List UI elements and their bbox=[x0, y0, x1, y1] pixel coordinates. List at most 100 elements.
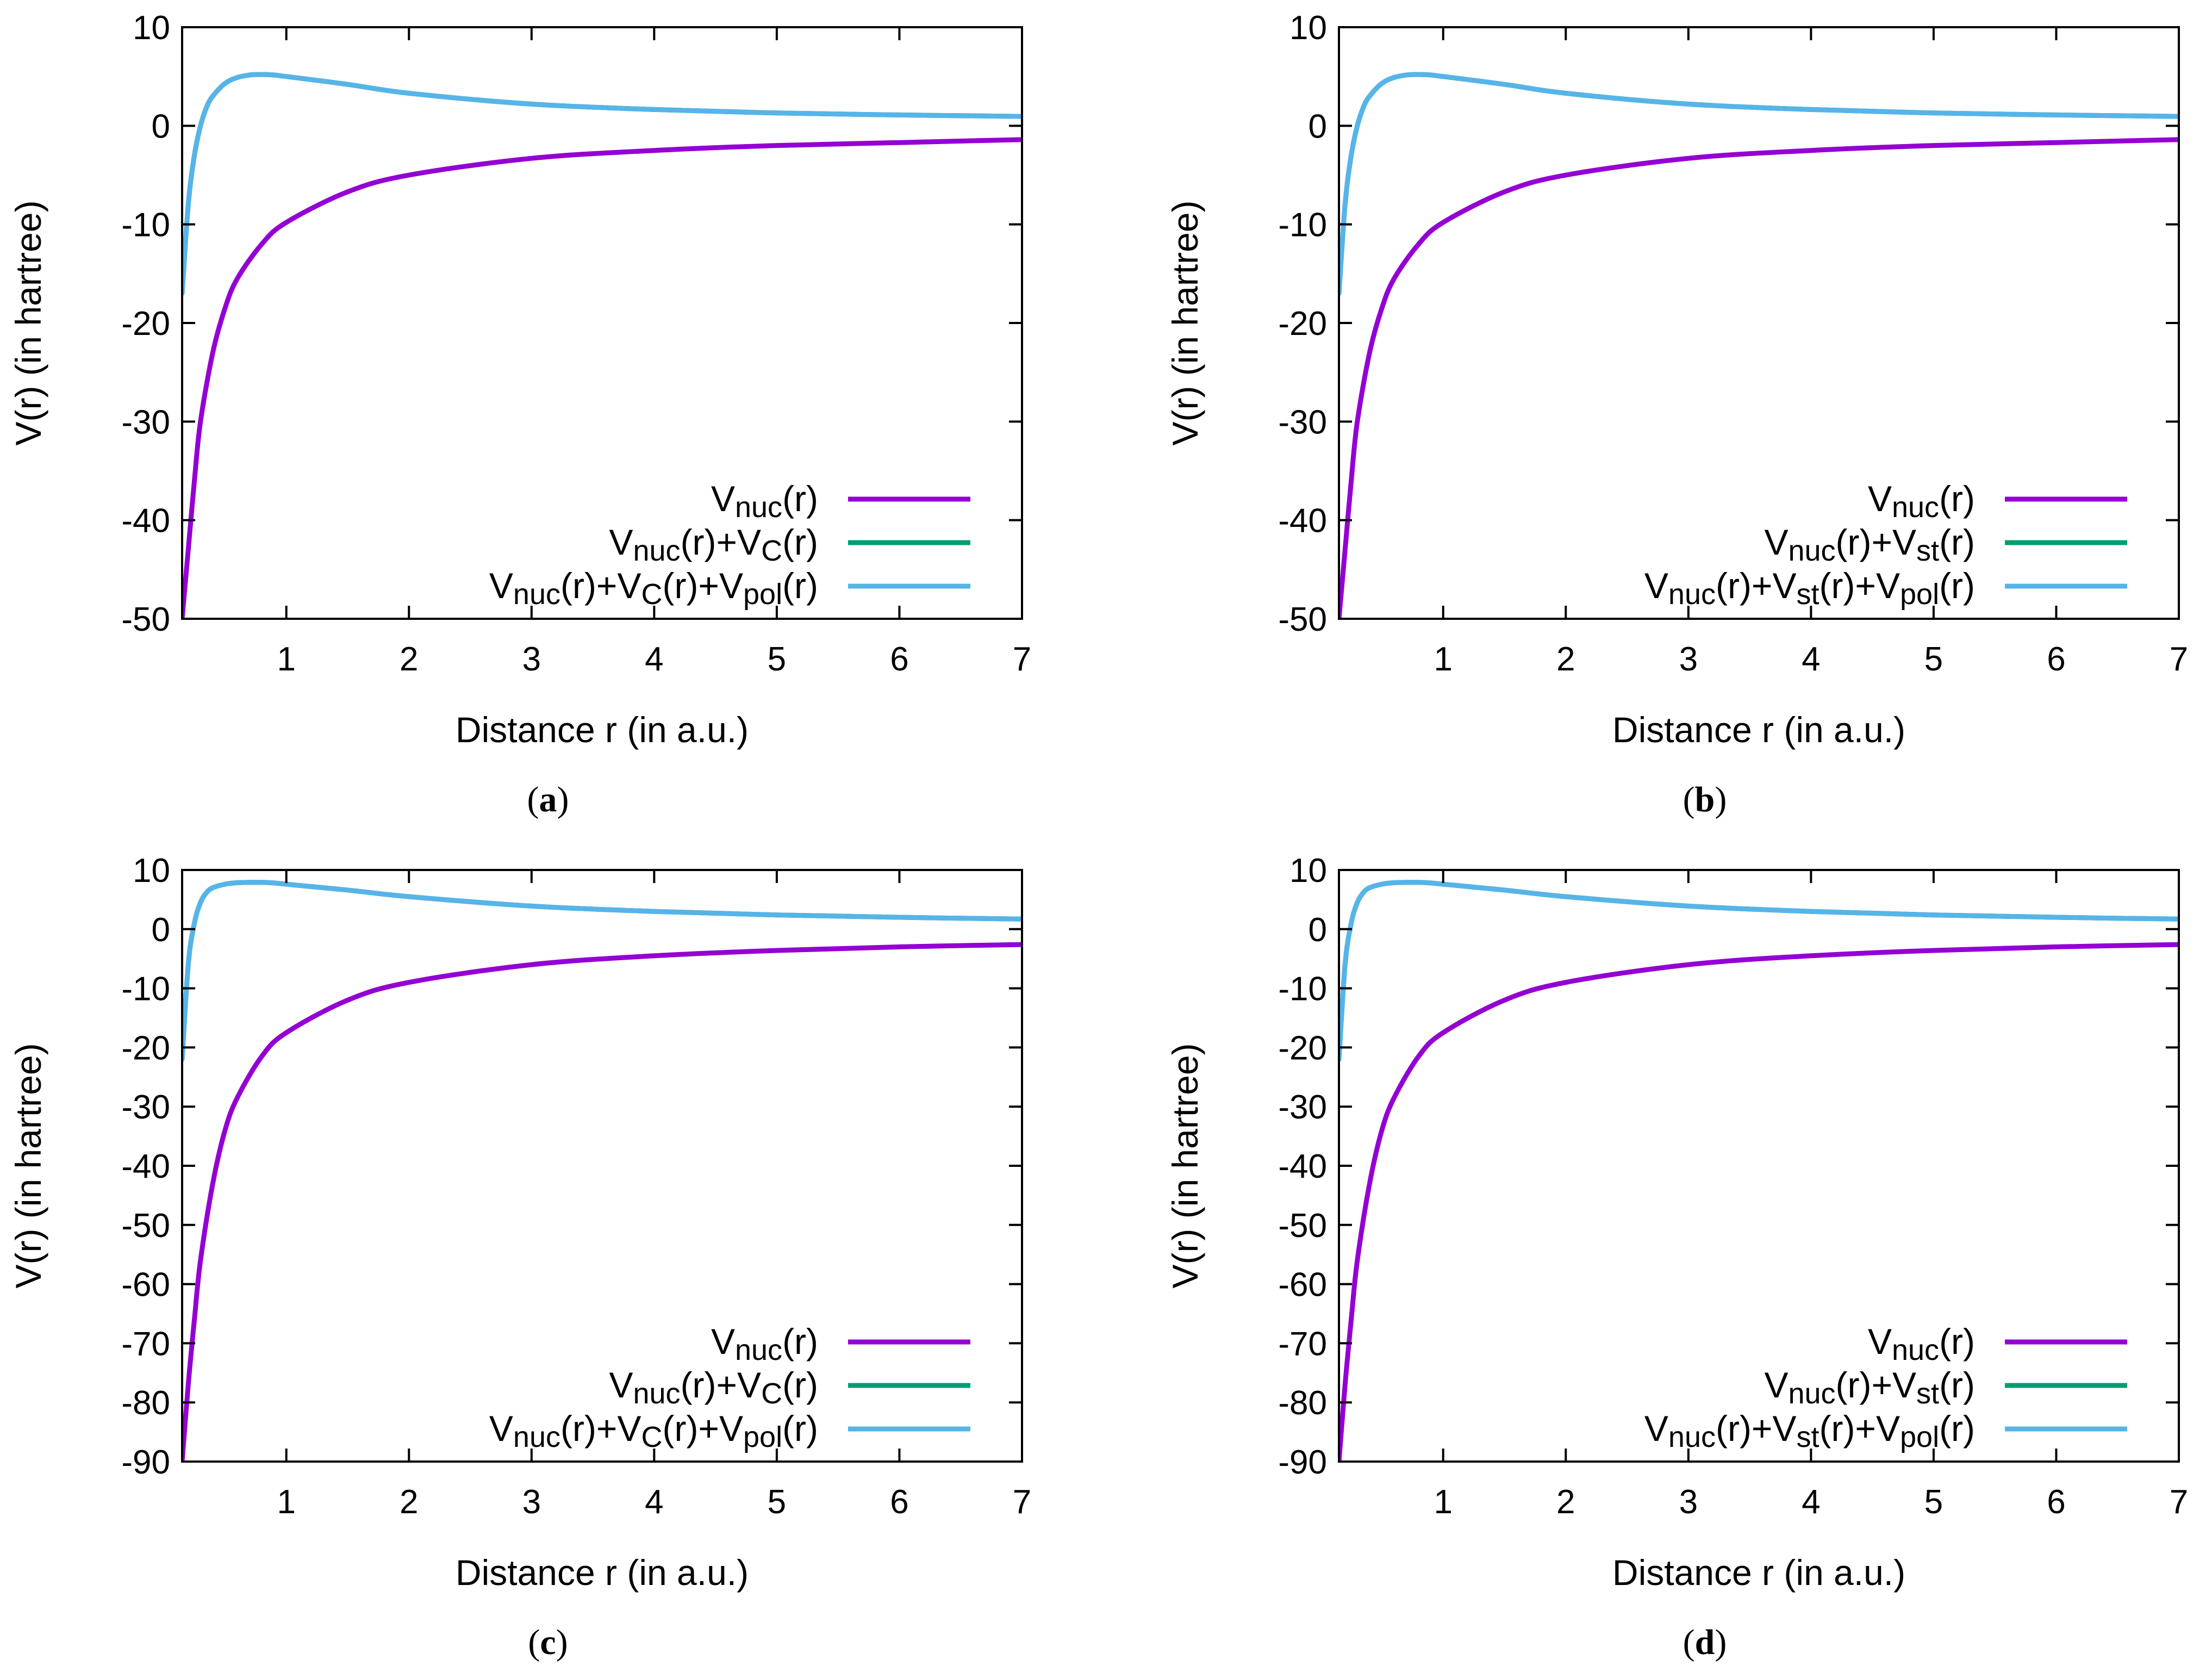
x-tick-label: 1 bbox=[277, 641, 295, 678]
y-axis-label: V(r) (in hartree) bbox=[8, 200, 48, 445]
x-tick-label: 5 bbox=[768, 641, 786, 678]
x-axis-label: Distance r (in a.u.) bbox=[1612, 710, 1905, 750]
series-line-3 bbox=[182, 880, 1022, 1062]
panel-caption: (c) bbox=[528, 1623, 568, 1662]
x-tick-label: 3 bbox=[1679, 1483, 1698, 1521]
legend-label: Vnuc(r)+Vst(r)+Vpol(r) bbox=[1644, 1408, 1975, 1453]
x-tick-label: 2 bbox=[1556, 641, 1575, 678]
x-tick-label: 7 bbox=[2170, 1483, 2188, 1521]
legend-label: Vnuc(r)+VC(r)+Vpol(r) bbox=[489, 1408, 818, 1453]
y-tick-label: -10 bbox=[1278, 971, 1327, 1008]
y-tick-label: -60 bbox=[121, 1266, 170, 1304]
legend-label: Vnuc(r) bbox=[711, 478, 818, 524]
legend-label: Vnuc(r) bbox=[1868, 478, 1975, 524]
y-tick-label: -40 bbox=[121, 502, 170, 540]
y-tick-label: -40 bbox=[1278, 1148, 1327, 1185]
y-tick-label: -90 bbox=[1278, 1444, 1327, 1481]
y-tick-label: -60 bbox=[1278, 1266, 1327, 1304]
y-tick-label: 10 bbox=[133, 9, 170, 47]
x-axis-label: Distance r (in a.u.) bbox=[1612, 1552, 1905, 1593]
x-tick-label: 4 bbox=[1802, 641, 1820, 678]
y-tick-label: -50 bbox=[121, 1207, 170, 1245]
x-tick-label: 5 bbox=[768, 1483, 786, 1521]
y-tick-label: -50 bbox=[1278, 601, 1327, 638]
y-axis-label: V(r) (in hartree) bbox=[1165, 1043, 1205, 1288]
x-tick-label: 2 bbox=[1556, 1483, 1575, 1521]
x-tick-label: 4 bbox=[645, 641, 663, 678]
series-line-3 bbox=[1339, 880, 2179, 1062]
y-tick-label: -90 bbox=[121, 1444, 170, 1481]
y-tick-label: -20 bbox=[1278, 305, 1327, 343]
x-tick-label: 3 bbox=[522, 1483, 541, 1521]
y-tick-label: -70 bbox=[121, 1325, 170, 1363]
x-tick-label: 3 bbox=[1679, 641, 1698, 678]
legend-label: Vnuc(r) bbox=[711, 1321, 818, 1366]
panel-caption: (a) bbox=[527, 780, 569, 819]
y-tick-label: -50 bbox=[121, 601, 170, 638]
x-tick-label: 6 bbox=[2047, 641, 2065, 678]
y-tick-label: -30 bbox=[1278, 1089, 1327, 1126]
x-tick-label: 3 bbox=[522, 641, 541, 678]
y-tick-label: 10 bbox=[1289, 9, 1327, 47]
panel-c: 10 0 -10 -20 -30 -40 -50 -60 -70 -80 -90 1 2 3 4 5 6 7 Dis… bbox=[8, 852, 1031, 1662]
x-tick-label: 1 bbox=[1434, 641, 1452, 678]
x-tick-label: 6 bbox=[890, 641, 908, 678]
series-line-1 bbox=[1339, 137, 2179, 619]
y-tick-label: -40 bbox=[121, 1148, 170, 1185]
y-tick-label: -10 bbox=[121, 207, 170, 244]
y-tick-label: -10 bbox=[121, 971, 170, 1008]
panel-caption: (b) bbox=[1683, 780, 1727, 819]
x-axis-label: Distance r (in a.u.) bbox=[456, 710, 749, 750]
series-line-3 bbox=[182, 72, 1022, 296]
x-tick-label: 6 bbox=[890, 1483, 908, 1521]
legend-label: Vnuc(r) bbox=[1868, 1321, 1975, 1366]
y-tick-label: -20 bbox=[121, 1029, 170, 1067]
legend-label: Vnuc(r)+VC(r) bbox=[609, 522, 818, 567]
y-tick-label: -20 bbox=[121, 305, 170, 343]
series-line-1 bbox=[1339, 942, 2179, 1462]
y-tick-label: -80 bbox=[1278, 1384, 1327, 1422]
y-tick-label: -50 bbox=[1278, 1207, 1327, 1245]
legend-label: Vnuc(r)+Vst(r) bbox=[1764, 522, 1975, 567]
legend-label: Vnuc(r)+Vst(r) bbox=[1764, 1365, 1975, 1410]
x-tick-label: 7 bbox=[2170, 641, 2188, 678]
y-tick-label: 0 bbox=[152, 911, 170, 949]
y-tick-label: 0 bbox=[1308, 911, 1327, 949]
y-tick-label: 10 bbox=[1289, 852, 1327, 890]
y-tick-label: -30 bbox=[121, 1089, 170, 1126]
y-tick-label: -70 bbox=[1278, 1325, 1327, 1363]
y-tick-label: 0 bbox=[1308, 108, 1327, 145]
legend-label: Vnuc(r)+Vst(r)+Vpol(r) bbox=[1644, 565, 1975, 611]
x-tick-label: 5 bbox=[1924, 1483, 1943, 1521]
x-tick-label: 1 bbox=[1434, 1483, 1452, 1521]
x-tick-label: 7 bbox=[1013, 1483, 1031, 1521]
y-tick-label: 10 bbox=[133, 852, 170, 890]
x-tick-label: 2 bbox=[400, 641, 418, 678]
y-tick-label: -30 bbox=[121, 403, 170, 441]
series-line-1 bbox=[182, 137, 1022, 619]
series-line-1 bbox=[182, 942, 1022, 1462]
panel-a: 10 0 -10 -20 -30 -40 -50 1 2 3 4 5 6 7 Distance r (in … bbox=[8, 9, 1031, 819]
legend-label: Vnuc(r)+VC(r) bbox=[609, 1365, 818, 1410]
y-tick-label: -80 bbox=[121, 1384, 170, 1422]
series-line-3 bbox=[1339, 72, 2179, 296]
y-tick-label: -40 bbox=[1278, 502, 1327, 540]
x-tick-label: 5 bbox=[1924, 641, 1943, 678]
x-tick-label: 7 bbox=[1013, 641, 1031, 678]
x-tick-label: 2 bbox=[400, 1483, 418, 1521]
y-tick-label: -10 bbox=[1278, 207, 1327, 244]
x-tick-label: 1 bbox=[277, 1483, 295, 1521]
x-tick-label: 6 bbox=[2047, 1483, 2065, 1521]
y-axis-label: V(r) (in hartree) bbox=[1165, 200, 1205, 445]
y-tick-label: -20 bbox=[1278, 1029, 1327, 1067]
legend-label: Vnuc(r)+VC(r)+Vpol(r) bbox=[489, 565, 818, 611]
panel-caption: (d) bbox=[1683, 1623, 1727, 1662]
y-tick-label: 0 bbox=[152, 108, 170, 145]
panel-d: 10 0 -10 -20 -30 -40 -50 -60 -70 -80 -90 1 2 3 4 5 6 7 Dis… bbox=[1165, 852, 2188, 1662]
panel-b: 10 0 -10 -20 -30 -40 -50 1 2 3 4 5 6 7 Distance r (in … bbox=[1165, 9, 2188, 819]
x-axis-label: Distance r (in a.u.) bbox=[456, 1552, 749, 1593]
x-tick-label: 4 bbox=[1802, 1483, 1820, 1521]
y-tick-label: -30 bbox=[1278, 403, 1327, 441]
x-tick-label: 4 bbox=[645, 1483, 663, 1521]
